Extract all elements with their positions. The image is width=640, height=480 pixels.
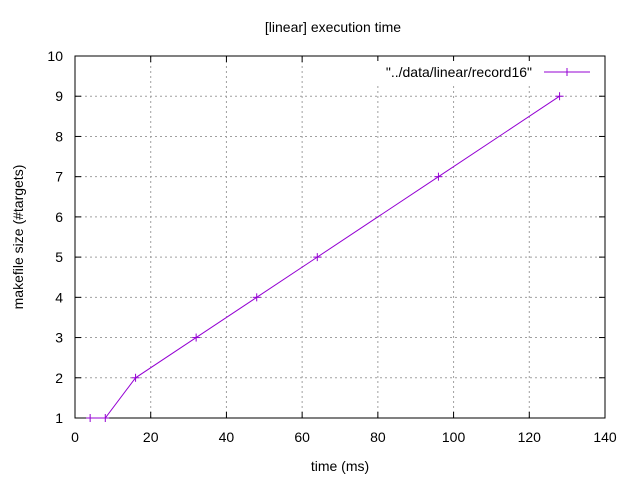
data-point <box>192 333 201 342</box>
data-point <box>131 373 140 382</box>
y-tick-label: 6 <box>55 209 63 225</box>
x-tick-label: 120 <box>518 429 542 445</box>
data-point <box>555 92 564 101</box>
grid-lines <box>75 56 605 418</box>
plot-frame <box>74 55 606 419</box>
data-point <box>252 293 261 302</box>
data-point <box>86 414 95 422</box>
data-point <box>313 253 322 262</box>
x-axis-title: time (ms) <box>311 458 369 474</box>
data-point <box>101 414 110 422</box>
y-tick-labels: 1 2 3 4 5 6 7 8 9 10 <box>47 48 63 426</box>
x-tick-label: 140 <box>593 429 617 445</box>
data-point <box>434 172 443 181</box>
y-tick-label: 8 <box>55 128 63 144</box>
y-tick-label: 2 <box>55 370 63 386</box>
x-tick-label: 100 <box>442 429 466 445</box>
x-tick-label: 80 <box>370 429 386 445</box>
y-tick-label: 1 <box>55 410 63 426</box>
x-tick-label: 60 <box>294 429 310 445</box>
x-tick-label: 40 <box>219 429 235 445</box>
legend: "../data/linear/record16" <box>360 61 600 83</box>
series-layer <box>86 92 564 422</box>
legend-background <box>360 61 600 83</box>
y-tick-label: 9 <box>55 88 63 104</box>
x-tick-label: 0 <box>71 429 79 445</box>
y-tick-label: 10 <box>47 48 63 64</box>
legend-marker <box>563 68 571 76</box>
series-line <box>90 95 560 419</box>
chart-title: [linear] execution time <box>265 19 401 35</box>
y-tick-label: 7 <box>55 169 63 185</box>
axis-ticks <box>74 55 606 419</box>
y-tick-label: 4 <box>55 289 63 305</box>
x-tick-labels: 0 20 40 60 80 100 120 140 <box>71 429 617 445</box>
legend-label: "../data/linear/record16" <box>386 64 532 80</box>
y-tick-label: 5 <box>55 249 63 265</box>
y-tick-label: 3 <box>55 330 63 346</box>
y-axis-title: makefile size (#targets) <box>10 165 26 310</box>
x-tick-label: 20 <box>143 429 159 445</box>
